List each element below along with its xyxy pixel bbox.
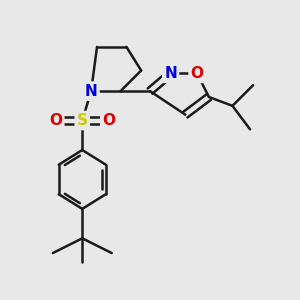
Text: O: O xyxy=(190,66,204,81)
Text: N: N xyxy=(164,66,177,81)
Text: S: S xyxy=(77,113,88,128)
Text: O: O xyxy=(49,113,62,128)
Text: O: O xyxy=(102,113,115,128)
Text: N: N xyxy=(85,84,98,99)
